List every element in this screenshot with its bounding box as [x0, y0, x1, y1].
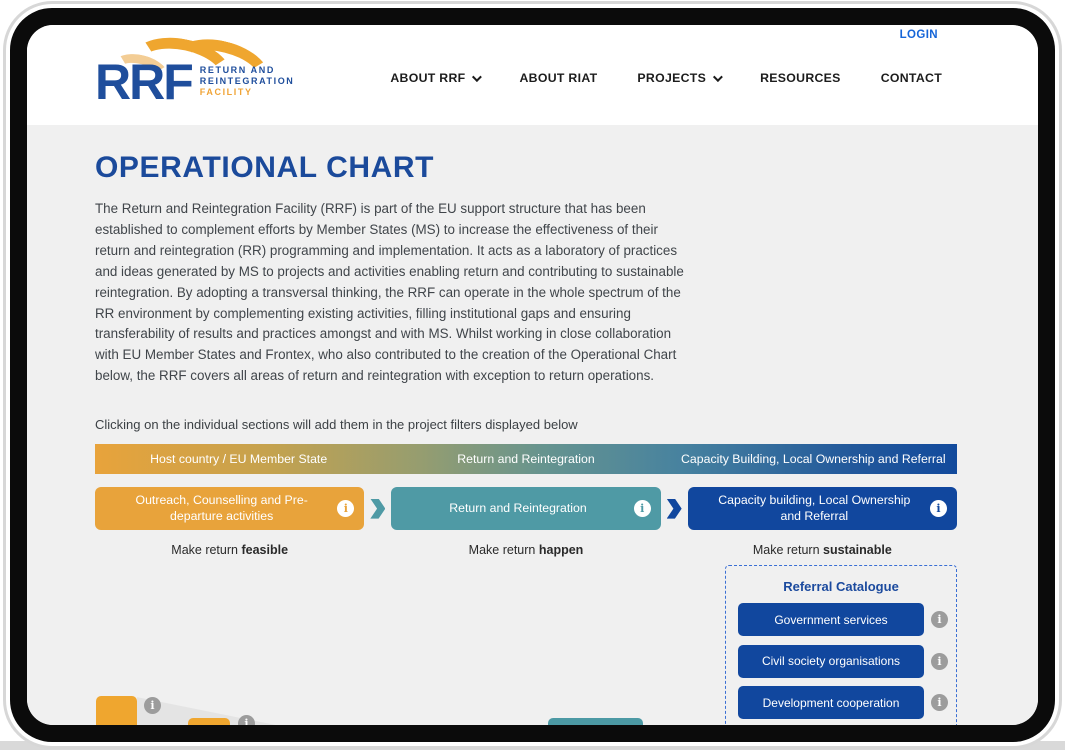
device-frame: LOGIN RRF RETURN AND REINTEGRATION FACIL…	[10, 8, 1055, 742]
nav-about-riat[interactable]: ABOUT RIAT	[519, 71, 598, 85]
stage-outreach-counselling[interactable]: Outreach, Counselling and Pre-departure …	[95, 487, 365, 531]
bar-segment-host-country[interactable]: Host country / EU Member State	[150, 452, 328, 467]
funnel-shape	[137, 697, 715, 725]
intro-paragraph: The Return and Reintegration Facility (R…	[95, 201, 684, 384]
referral-development-cooperation[interactable]: Development cooperation	[738, 686, 924, 720]
stage-capacity-building[interactable]: Capacity building, Local Ownership and R…	[687, 487, 957, 531]
info-icon[interactable]: i	[931, 611, 948, 629]
info-icon[interactable]: i	[929, 500, 947, 518]
context-gradient-bar: Host country / EU Member State Return an…	[95, 444, 957, 475]
chevron-down-icon	[713, 71, 723, 82]
bar-segment-return-reintegration[interactable]: Return and Reintegration	[457, 452, 595, 467]
flow-step-counsel[interactable]: Counsel	[188, 718, 230, 725]
referral-catalogue: Referral Catalogue Government services i…	[725, 565, 957, 725]
national-programmes-box[interactable]: National Programmes	[548, 718, 643, 725]
stage-row: Outreach, Counselling and Pre-departure …	[95, 487, 957, 531]
arrow-right-icon	[370, 498, 386, 519]
nav-contact[interactable]: CONTACT	[880, 71, 942, 85]
main-content: OPERATIONAL CHART The Return and Reinteg…	[27, 125, 1038, 725]
login-link[interactable]: LOGIN	[899, 29, 938, 41]
referral-catalogue-title: Referral Catalogue	[783, 579, 899, 595]
flow-step-reach-out[interactable]: Reach out	[96, 696, 137, 725]
browser-screen: LOGIN RRF RETURN AND REINTEGRATION FACIL…	[27, 25, 1038, 725]
logo-acronym: RRF	[95, 53, 194, 110]
nav-about-rrf[interactable]: ABOUT RRF	[390, 71, 483, 85]
caption-happen: Make return happen	[468, 543, 584, 558]
rrf-logo[interactable]: RRF RETURN AND REINTEGRATION FACILITY	[95, 28, 295, 112]
site-header: LOGIN RRF RETURN AND REINTEGRATION FACIL…	[27, 25, 1038, 125]
chevron-down-icon	[472, 71, 483, 82]
caption-row: Make return feasible Make return happen …	[95, 543, 957, 557]
page-title: OPERATIONAL CHART	[95, 151, 435, 184]
diagram-zone: Reach out i Counsel i Prepare i Airport …	[95, 557, 957, 725]
info-icon[interactable]: i	[931, 652, 948, 670]
arrow-right-icon	[666, 498, 682, 519]
nav-projects[interactable]: PROJECTS	[637, 71, 723, 85]
page-shadow	[0, 741, 1065, 750]
info-icon[interactable]: i	[144, 697, 161, 715]
nav-resources[interactable]: RESOURCES	[760, 71, 841, 85]
main-nav: ABOUT RRF ABOUT RIAT PROJECTS RESOURCES …	[390, 71, 942, 85]
referral-government-services[interactable]: Government services	[738, 603, 924, 637]
referral-civil-society[interactable]: Civil society organisations	[738, 644, 924, 678]
info-icon[interactable]: i	[337, 500, 355, 518]
caption-feasible: Make return feasible	[171, 543, 289, 558]
info-icon[interactable]: i	[633, 500, 651, 518]
bar-segment-capacity-building[interactable]: Capacity Building, Local Ownership and R…	[681, 452, 946, 467]
info-icon[interactable]: i	[931, 694, 948, 712]
caption-sustainable: Make return sustainable	[752, 543, 892, 558]
info-icon[interactable]: i	[238, 715, 255, 725]
stage-return-reintegration[interactable]: Return and Reintegration i	[391, 487, 661, 531]
logo-wordmark: RETURN AND REINTEGRATION FACILITY	[199, 64, 295, 98]
filters-hint: Clicking on the individual sections will…	[95, 417, 578, 433]
